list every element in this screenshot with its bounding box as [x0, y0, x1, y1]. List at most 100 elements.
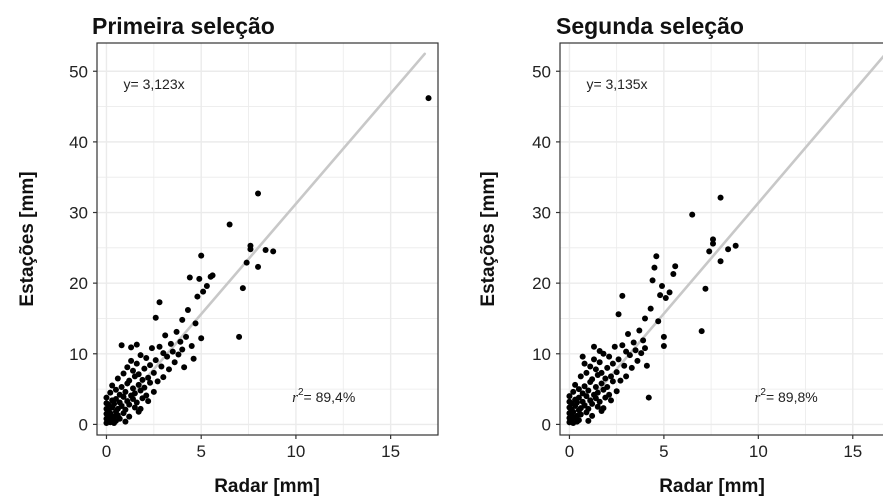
- data-point: [710, 240, 716, 247]
- data-point: [133, 341, 140, 348]
- data-point: [156, 343, 163, 350]
- x-axis-label: Radar [mm]: [214, 476, 320, 497]
- r2-annotation: r2= 89,8%: [755, 387, 818, 406]
- data-point: [107, 410, 114, 417]
- data-point: [653, 253, 660, 260]
- data-point: [160, 350, 167, 357]
- data-point: [642, 345, 648, 352]
- data-point: [148, 345, 155, 352]
- data-point: [255, 263, 262, 270]
- data-point: [596, 398, 603, 405]
- plot-border: [559, 42, 883, 436]
- data-point: [572, 381, 579, 388]
- y-tick-label: 50: [532, 62, 551, 81]
- data-point: [270, 248, 277, 255]
- data-point: [141, 365, 148, 372]
- data-point: [643, 362, 650, 369]
- data-point: [591, 343, 597, 350]
- data-point: [666, 289, 673, 296]
- x-tick-label: 0: [565, 442, 574, 461]
- data-point: [200, 288, 207, 295]
- data-point: [167, 340, 174, 347]
- y-tick-label: 10: [69, 345, 88, 364]
- data-point: [145, 398, 152, 405]
- chart-title: Segunda seleção: [556, 13, 744, 39]
- equation-annotation: y= 3,135x: [586, 76, 647, 92]
- data-point: [147, 379, 154, 386]
- data-point: [152, 314, 159, 321]
- data-point: [226, 221, 233, 228]
- plot-border: [96, 42, 439, 436]
- data-point: [615, 311, 622, 318]
- data-point: [143, 355, 150, 362]
- data-point: [122, 418, 129, 425]
- data-point: [608, 373, 614, 380]
- data-point: [702, 285, 709, 292]
- data-point: [592, 383, 599, 390]
- data-point: [689, 211, 696, 218]
- data-point: [198, 252, 205, 259]
- data-point: [126, 413, 133, 420]
- data-point: [135, 371, 142, 378]
- data-point: [623, 373, 630, 380]
- data-point: [660, 333, 667, 340]
- data-point: [609, 360, 616, 367]
- data-point: [120, 370, 127, 377]
- data-point: [619, 292, 626, 299]
- x-tick-label: 5: [659, 442, 668, 461]
- data-point: [173, 328, 180, 335]
- x-tick-label: 5: [196, 442, 205, 461]
- data-point: [619, 342, 626, 349]
- data-point: [135, 381, 142, 388]
- data-point: [570, 388, 577, 395]
- data-point: [143, 392, 150, 399]
- plot-area: [97, 43, 438, 435]
- data-point: [632, 347, 639, 354]
- data-point: [609, 378, 616, 385]
- fit-line: [105, 52, 427, 426]
- data-point: [613, 369, 620, 376]
- data-point: [171, 359, 178, 366]
- data-point: [577, 411, 584, 418]
- data-point: [634, 357, 641, 364]
- data-point: [642, 315, 648, 322]
- data-point: [183, 333, 190, 340]
- y-tick-label: 0: [79, 415, 88, 434]
- data-point: [128, 357, 135, 364]
- data-point: [583, 369, 590, 376]
- data-point: [150, 388, 157, 395]
- data-point: [181, 364, 188, 371]
- data-point: [589, 400, 596, 407]
- data-point: [124, 364, 131, 371]
- data-point: [194, 293, 201, 300]
- data-point: [133, 360, 140, 367]
- data-point: [592, 395, 599, 402]
- data-point: [621, 362, 628, 369]
- data-point: [611, 343, 618, 350]
- data-point: [710, 236, 716, 243]
- data-point: [239, 285, 246, 292]
- data-point: [615, 356, 622, 363]
- y-tick-label: 30: [69, 204, 88, 223]
- data-point: [598, 380, 605, 387]
- data-point: [581, 402, 588, 409]
- data-point: [647, 305, 654, 312]
- data-point: [662, 294, 669, 301]
- data-point: [107, 389, 114, 396]
- data-point: [150, 369, 157, 376]
- data-point: [122, 388, 129, 395]
- data-point: [587, 363, 594, 370]
- data-point: [236, 333, 243, 340]
- data-point: [575, 394, 582, 401]
- data-point: [570, 408, 577, 415]
- data-point: [706, 248, 713, 255]
- data-point: [594, 389, 601, 396]
- chart-panel-1: 0 5 10 15 0 10 20 30 40 50 Primeira seleção Radar […: [17, 13, 439, 497]
- data-point: [574, 399, 580, 406]
- data-point: [630, 339, 637, 346]
- data-point: [164, 353, 171, 360]
- data-point: [141, 384, 148, 391]
- data-point: [120, 393, 127, 400]
- data-point: [585, 405, 592, 412]
- data-point: [575, 417, 582, 424]
